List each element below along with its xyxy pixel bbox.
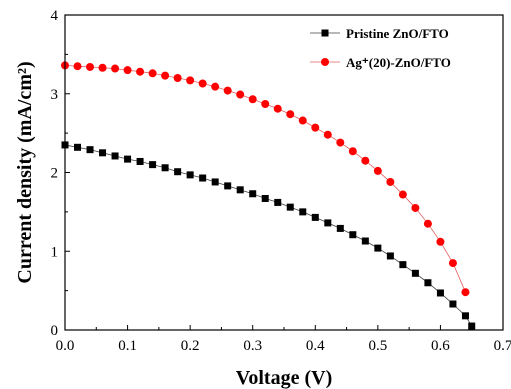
- y-tick-label: 2: [51, 166, 59, 182]
- y-axis-title: Current density (mA/cm²): [14, 61, 36, 283]
- series-ag-doped: [61, 61, 470, 297]
- data-point: [286, 203, 294, 211]
- data-point: [298, 116, 307, 125]
- data-point: [336, 138, 345, 147]
- data-point: [123, 66, 132, 75]
- data-point: [248, 95, 257, 104]
- data-point: [261, 194, 269, 202]
- data-point: [299, 208, 307, 216]
- data-point: [74, 143, 82, 151]
- data-point: [136, 67, 145, 76]
- data-point: [111, 64, 120, 73]
- x-tick-label: 0.5: [368, 338, 387, 354]
- data-point: [373, 166, 382, 175]
- data-point: [374, 244, 382, 252]
- legend-marker-circle: [321, 58, 329, 66]
- y-tick-label: 0: [51, 323, 59, 339]
- data-point: [186, 76, 195, 85]
- data-point: [124, 155, 132, 163]
- y-tick-label: 3: [51, 87, 59, 103]
- data-point: [398, 190, 407, 199]
- data-point: [273, 104, 282, 113]
- x-tick-label: 0.4: [306, 338, 325, 354]
- data-point: [411, 269, 419, 277]
- data-point: [73, 62, 82, 71]
- data-point: [86, 146, 94, 154]
- data-point: [223, 86, 232, 95]
- data-point: [99, 149, 107, 157]
- data-point: [311, 123, 320, 132]
- series-pristine: [61, 141, 476, 330]
- series-line-ag-doped: [64, 65, 466, 293]
- data-point: [348, 147, 357, 156]
- data-point: [236, 90, 245, 99]
- data-point: [224, 182, 232, 190]
- data-point: [186, 171, 194, 179]
- data-point: [399, 261, 407, 269]
- data-point: [436, 237, 445, 246]
- data-point: [386, 252, 394, 260]
- data-point: [324, 219, 332, 227]
- data-point: [336, 224, 344, 232]
- data-point: [148, 69, 157, 78]
- data-point: [448, 259, 457, 268]
- legend-label: Pristine ZnO/FTO: [346, 26, 449, 41]
- data-point: [449, 300, 457, 308]
- data-point: [461, 288, 470, 297]
- data-point: [211, 82, 220, 91]
- x-tick-label: 0.0: [56, 338, 75, 354]
- data-point: [161, 71, 170, 80]
- data-point: [386, 177, 395, 186]
- x-tick-label: 0.2: [181, 338, 200, 354]
- axes: 0.0 0.1 0.2 0.3 0.4 0.5 0.6 0.7 0 1 2 3 4: [51, 8, 511, 354]
- data-point: [286, 110, 295, 119]
- data-point: [173, 74, 182, 82]
- legend-label: Ag⁺(20)-ZnO/FTO: [346, 55, 451, 70]
- x-tick-label: 0.1: [118, 338, 137, 354]
- data-point: [361, 156, 370, 165]
- data-point: [111, 152, 119, 160]
- data-point: [149, 161, 157, 169]
- data-point: [199, 174, 207, 182]
- series-line-pristine: [64, 144, 473, 327]
- legend-marker-square: [321, 29, 329, 37]
- data-point: [349, 231, 357, 239]
- data-point: [411, 203, 420, 212]
- data-point: [461, 312, 469, 320]
- data-point: [323, 130, 332, 139]
- x-axis-title: Voltage (V): [236, 367, 332, 389]
- legend: Pristine ZnO/FTO Ag⁺(20)-ZnO/FTO: [310, 26, 451, 70]
- data-point: [261, 99, 270, 108]
- data-point: [198, 79, 207, 88]
- data-point: [161, 164, 169, 172]
- data-point: [249, 190, 257, 198]
- data-point: [424, 279, 432, 287]
- plot-area: [61, 61, 476, 330]
- data-point: [311, 213, 319, 221]
- y-tick-label: 1: [51, 244, 59, 260]
- y-tick-label: 4: [51, 8, 59, 24]
- data-point: [86, 62, 95, 71]
- x-tick-label: 0.7: [494, 338, 511, 354]
- data-point: [274, 198, 282, 206]
- data-point: [236, 186, 244, 194]
- x-tick-label: 0.6: [431, 338, 450, 354]
- x-tick-label: 0.3: [243, 338, 262, 354]
- data-point: [436, 289, 444, 297]
- data-point: [468, 322, 476, 330]
- data-point: [423, 219, 432, 228]
- data-point: [98, 63, 107, 72]
- data-point: [211, 178, 219, 186]
- data-point: [174, 168, 182, 176]
- data-point: [361, 237, 369, 245]
- data-point: [136, 157, 144, 165]
